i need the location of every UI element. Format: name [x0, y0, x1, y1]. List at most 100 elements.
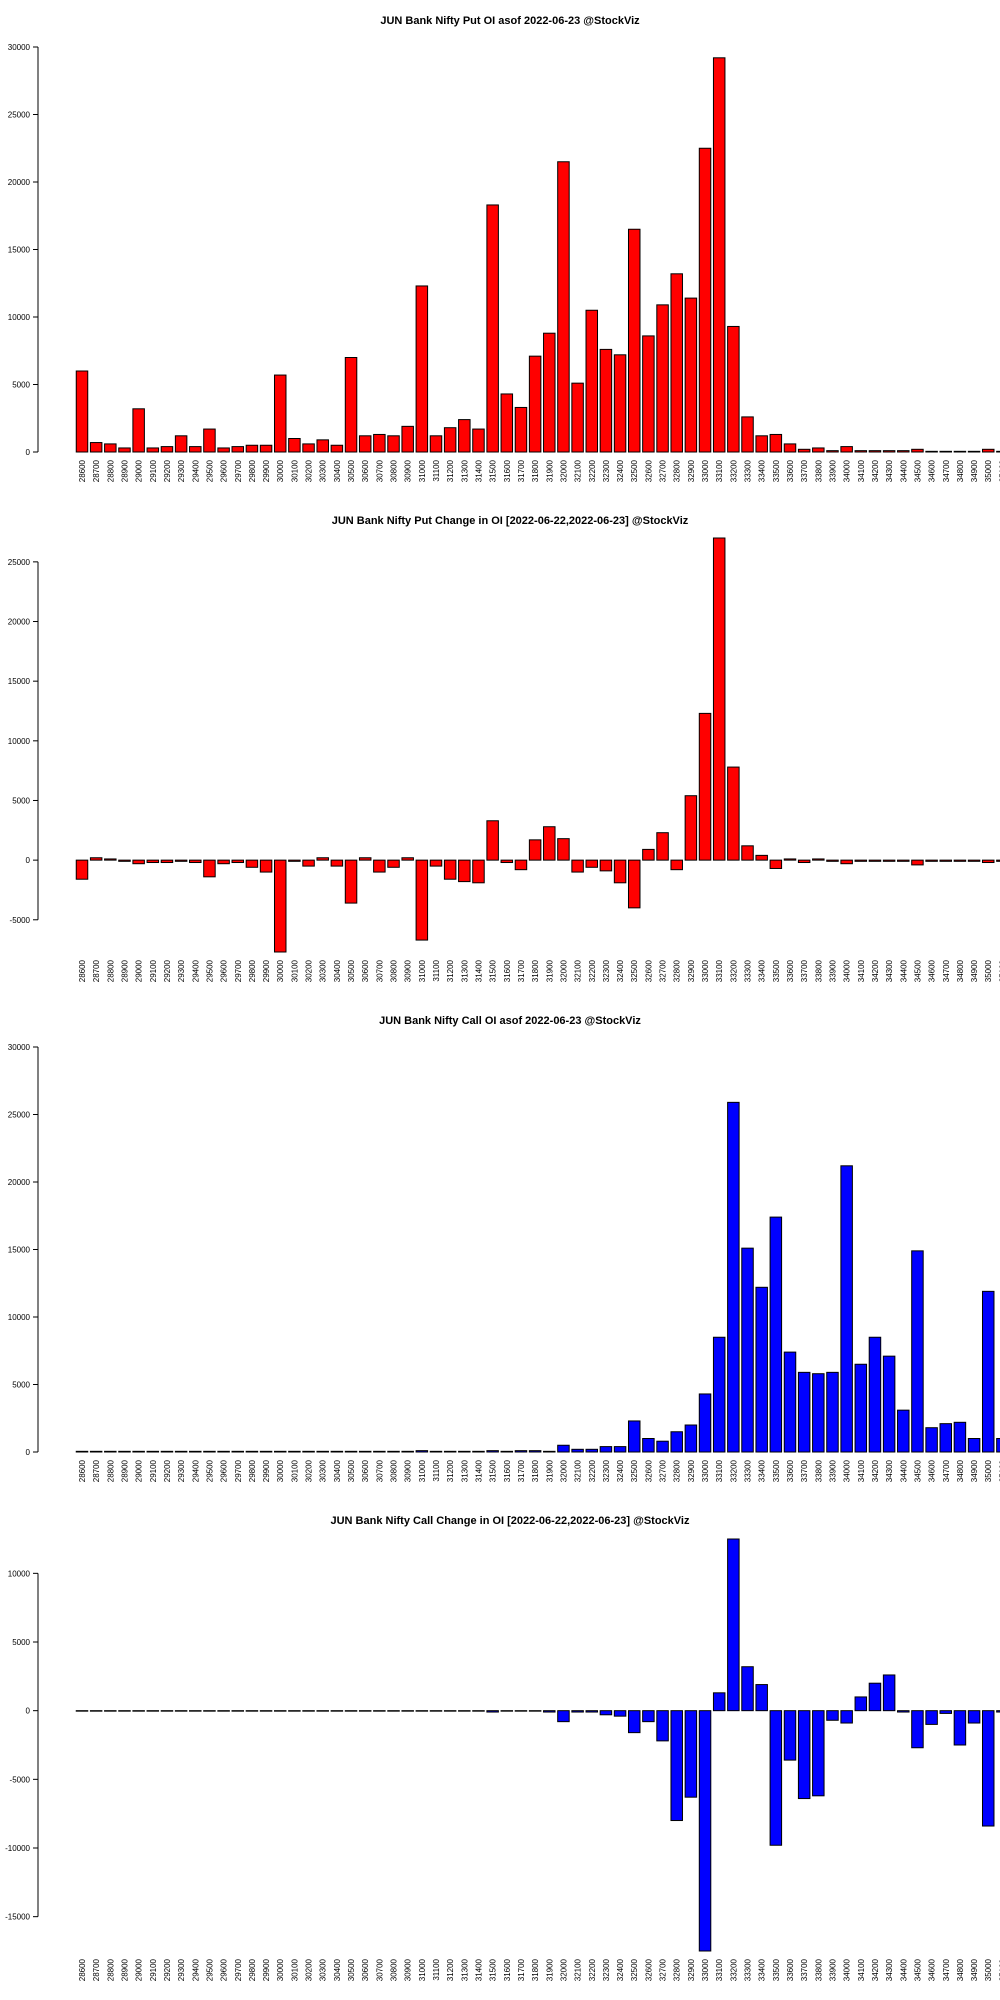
x-tick-label: 33200 — [729, 1958, 738, 1981]
bar — [387, 435, 400, 453]
x-tick-label: 33500 — [772, 459, 781, 482]
x-tick-label: 33500 — [772, 959, 781, 982]
x-tick-label: 33000 — [701, 459, 710, 482]
bar — [458, 419, 471, 453]
x-tick-label: 31600 — [503, 459, 512, 482]
bar — [132, 1710, 145, 1712]
bar — [741, 845, 754, 861]
x-tick-label: 30200 — [305, 459, 314, 482]
bar — [712, 537, 726, 861]
x-tick-label: 31100 — [432, 1958, 441, 1980]
bar — [75, 859, 89, 880]
x-tick-label: 31700 — [517, 1958, 526, 1981]
bar — [415, 1710, 429, 1712]
bar — [189, 1450, 202, 1453]
bar — [89, 857, 103, 861]
bar — [458, 859, 471, 883]
x-tick-label: 30500 — [347, 459, 356, 482]
x-tick-label: 29600 — [220, 959, 229, 982]
bar — [543, 1710, 556, 1713]
bar — [684, 795, 698, 861]
x-tick-label: 33300 — [744, 1958, 753, 1981]
bar — [599, 1446, 613, 1453]
x-tick-label: 33800 — [814, 959, 823, 982]
bar — [897, 859, 910, 862]
x-tick-label: 33000 — [701, 1459, 710, 1482]
x-tick-label: 34000 — [843, 459, 852, 482]
bar — [472, 428, 485, 453]
x-tick-label: 31600 — [503, 959, 512, 982]
x-tick-label: 33900 — [828, 1958, 837, 1981]
x-tick-label: 32500 — [630, 459, 639, 482]
chart-title: JUN Bank Nifty Put OI asof 2022-06-23 @S… — [380, 15, 640, 27]
x-tick-label: 32600 — [644, 959, 653, 982]
bar — [189, 859, 202, 864]
bar — [528, 1710, 542, 1712]
x-tick-label: 30000 — [276, 459, 285, 482]
bar — [755, 435, 768, 453]
x-tick-label: 29900 — [262, 1958, 271, 1981]
bar — [854, 1696, 868, 1712]
bar — [755, 1684, 768, 1712]
x-tick-label: 29500 — [205, 959, 214, 982]
x-tick-label: 34200 — [871, 459, 880, 482]
bar — [911, 1250, 924, 1453]
bar — [486, 820, 499, 861]
x-tick-label: 32000 — [559, 1459, 568, 1482]
x-tick-label: 28800 — [106, 1459, 115, 1482]
bar — [670, 1710, 683, 1822]
x-tick-label: 32900 — [687, 459, 696, 482]
bar — [373, 859, 386, 873]
x-tick-label: 33000 — [701, 959, 710, 982]
chart-title: JUN Bank Nifty Call OI asof 2022-06-23 @… — [379, 1015, 641, 1027]
bar — [500, 1450, 514, 1453]
x-tick-label: 34300 — [885, 1459, 894, 1482]
x-tick-label: 32200 — [588, 459, 597, 482]
x-tick-label: 29500 — [205, 459, 214, 482]
bar — [486, 204, 499, 453]
bar — [330, 1450, 344, 1453]
x-tick-label: 34200 — [871, 1459, 880, 1482]
x-tick-label: 31900 — [545, 959, 554, 982]
x-tick-label: 29700 — [234, 1958, 243, 1981]
x-tick-label: 33800 — [814, 1958, 823, 1981]
bar — [684, 297, 698, 453]
x-tick-label: 31300 — [460, 1958, 469, 1981]
bar — [797, 1371, 811, 1453]
bar — [160, 446, 174, 453]
bar — [472, 1710, 485, 1712]
x-tick-label: 32200 — [588, 1459, 597, 1482]
bar — [996, 1438, 1000, 1453]
x-tick-label: 34700 — [942, 1958, 951, 1981]
bar — [189, 446, 202, 453]
x-tick-label: 29200 — [163, 1958, 172, 1981]
bar — [642, 1438, 655, 1453]
x-tick-label: 28600 — [78, 1958, 87, 1981]
bar — [783, 1710, 797, 1761]
y-tick-label: -10000 — [5, 1844, 30, 1853]
bar — [925, 1710, 938, 1725]
bar — [585, 309, 599, 453]
x-tick-label: 34400 — [899, 959, 908, 982]
bar — [939, 1423, 953, 1453]
x-tick-label: 32200 — [588, 959, 597, 982]
bar — [104, 858, 117, 861]
x-tick-label: 29900 — [262, 1459, 271, 1482]
bar — [316, 1450, 329, 1453]
bar — [571, 382, 584, 453]
x-tick-label: 30400 — [333, 1459, 342, 1482]
bar — [358, 857, 372, 861]
x-tick-label: 28700 — [92, 959, 101, 982]
x-tick-label: 29200 — [163, 459, 172, 482]
x-tick-label: 32700 — [659, 459, 668, 482]
x-tick-label: 34500 — [913, 1958, 922, 1981]
bar — [259, 1710, 273, 1712]
x-tick-label: 34600 — [928, 959, 937, 982]
bar — [217, 1450, 230, 1453]
y-tick-label: 25000 — [8, 111, 31, 120]
bar — [132, 859, 145, 865]
x-tick-label: 34500 — [913, 959, 922, 982]
x-tick-label: 32500 — [630, 1459, 639, 1482]
bar — [443, 859, 457, 880]
y-tick-label: 0 — [26, 1448, 31, 1457]
